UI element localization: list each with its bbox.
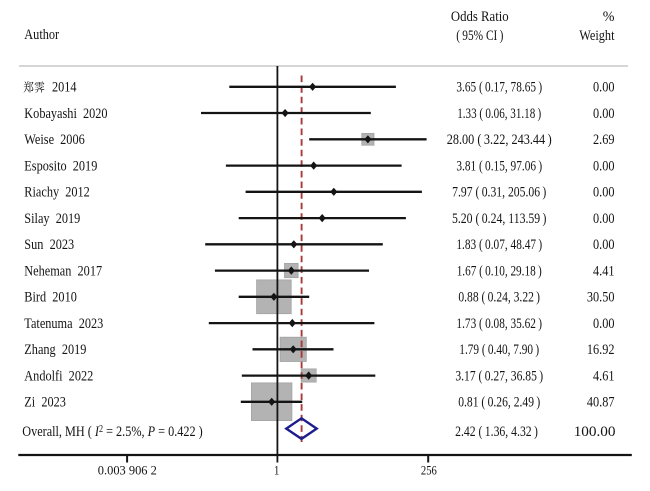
svg-text:3.65 ( 0.17, 78.65 ): 3.65 ( 0.17, 78.65 )	[456, 79, 542, 96]
svg-text:( 95% CI ): ( 95% CI )	[456, 27, 503, 44]
svg-text:Zi 2023: Zi 2023	[24, 394, 66, 410]
svg-text:Sun 2023: Sun 2023	[24, 236, 74, 252]
svg-text:40.87: 40.87	[587, 394, 615, 410]
svg-text:0.00: 0.00	[593, 236, 615, 252]
svg-text:100.00: 100.00	[574, 423, 616, 439]
svg-text:Neheman 2017: Neheman 2017	[24, 262, 102, 278]
svg-text:28.00 ( 3.22, 243.44 ): 28.00 ( 3.22, 243.44 )	[447, 131, 552, 148]
svg-text:Bird 2010: Bird 2010	[24, 289, 77, 305]
svg-text:1.79 ( 0.40, 7.90 ): 1.79 ( 0.40, 7.90 )	[459, 341, 539, 358]
svg-text:0.88 ( 0.24, 3.22 ): 0.88 ( 0.24, 3.22 )	[458, 289, 540, 306]
svg-text:256: 256	[421, 462, 437, 477]
svg-text:Weise 2006: Weise 2006	[24, 131, 85, 147]
svg-text:1: 1	[274, 462, 279, 477]
svg-text:2.69: 2.69	[593, 131, 615, 147]
svg-text:Silay 2019: Silay 2019	[24, 210, 80, 226]
svg-text:7.97 ( 0.31, 205.06 ): 7.97 ( 0.31, 205.06 )	[452, 184, 546, 201]
svg-text:Odds Ratio: Odds Ratio	[451, 8, 509, 24]
svg-text:1.67 ( 0.10, 29.18 ): 1.67 ( 0.10, 29.18 )	[457, 262, 542, 279]
svg-text:1.33 ( 0.06, 31.18 ): 1.33 ( 0.06, 31.18 )	[457, 105, 541, 122]
svg-text:0.00: 0.00	[593, 210, 615, 226]
svg-text:Riachy 2012: Riachy 2012	[24, 184, 90, 200]
svg-text:0.00: 0.00	[593, 79, 615, 95]
svg-text:4.61: 4.61	[593, 367, 615, 383]
svg-text:1.73 ( 0.08, 35.62 ): 1.73 ( 0.08, 35.62 )	[456, 315, 542, 332]
svg-text:3.17 ( 0.27, 36.85 ): 3.17 ( 0.27, 36.85 )	[455, 367, 543, 384]
svg-text:5.20 ( 0.24, 113.59 ): 5.20 ( 0.24, 113.59 )	[452, 210, 546, 227]
svg-text:Tatenuma 2023: Tatenuma 2023	[24, 315, 103, 331]
svg-text:%: %	[603, 8, 615, 24]
svg-text:0.00: 0.00	[593, 315, 615, 331]
svg-text:Zhang 2019: Zhang 2019	[24, 341, 86, 357]
svg-text:Weight: Weight	[579, 27, 614, 43]
svg-text:0.00: 0.00	[593, 157, 615, 173]
svg-text:Overall, MH ( I2 = 2.5%, P = 0: Overall, MH ( I2 = 2.5%, P = 0.422 )	[22, 423, 202, 440]
svg-text:0.00: 0.00	[593, 184, 615, 200]
svg-text:3.81 ( 0.15, 97.06 ): 3.81 ( 0.15, 97.06 )	[456, 157, 542, 174]
svg-text:0.003 906 2: 0.003 906 2	[98, 462, 157, 477]
svg-text:Author: Author	[24, 26, 59, 42]
svg-text:1.83 ( 0.07, 48.47 ): 1.83 ( 0.07, 48.47 )	[456, 236, 542, 253]
svg-text:30.50: 30.50	[587, 289, 615, 305]
svg-text:0.00: 0.00	[593, 105, 615, 121]
svg-text:Esposito 2019: Esposito 2019	[24, 157, 97, 173]
svg-text:Andolfi 2022: Andolfi 2022	[24, 367, 93, 383]
svg-text:4.41: 4.41	[593, 262, 615, 278]
svg-text:16.92: 16.92	[587, 341, 615, 357]
svg-text:2.42 ( 1.36, 4.32 ): 2.42 ( 1.36, 4.32 )	[455, 423, 538, 440]
svg-text:2014: 2014	[52, 79, 77, 95]
svg-text:0.81 ( 0.26, 2.49 ): 0.81 ( 0.26, 2.49 )	[458, 394, 540, 411]
svg-text:Kobayashi 2020: Kobayashi 2020	[24, 105, 107, 121]
